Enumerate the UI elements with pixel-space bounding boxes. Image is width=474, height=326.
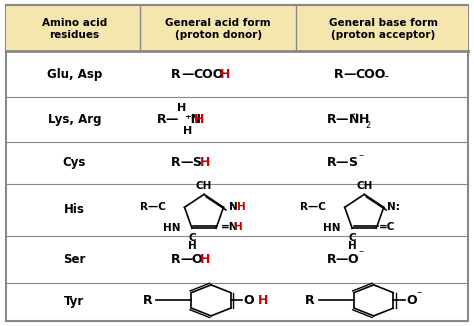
Text: R: R (327, 253, 336, 266)
Text: R: R (327, 113, 336, 126)
Text: Tyr: Tyr (64, 295, 84, 308)
Text: H: H (258, 294, 268, 307)
Text: S: S (348, 156, 357, 170)
Text: H: H (200, 253, 210, 266)
Text: ⁻: ⁻ (383, 74, 388, 84)
Text: ⁻: ⁻ (358, 249, 364, 259)
Text: C: C (188, 233, 196, 243)
Text: H: H (183, 126, 192, 136)
Text: ⁺: ⁺ (226, 203, 236, 212)
Text: HN: HN (323, 223, 340, 233)
Text: —: — (336, 113, 348, 126)
Text: H: H (188, 241, 196, 251)
Text: N̈: N̈ (349, 113, 359, 126)
Text: —: — (181, 253, 193, 266)
Text: General acid form
(proton donor): General acid form (proton donor) (165, 18, 271, 40)
Text: General base form
(proton acceptor): General base form (proton acceptor) (328, 18, 438, 40)
Text: =C: =C (379, 222, 395, 232)
Text: ⁻: ⁻ (358, 153, 364, 163)
Text: ⁺N: ⁺N (184, 113, 201, 126)
Text: R: R (171, 253, 181, 266)
Text: N: N (228, 202, 237, 212)
Text: H: H (194, 113, 204, 126)
Text: —: — (182, 67, 194, 81)
Text: CH: CH (196, 181, 212, 191)
Text: R: R (327, 156, 336, 170)
Text: S: S (192, 156, 201, 170)
Text: =N: =N (221, 222, 238, 232)
Text: Glu, Asp: Glu, Asp (47, 67, 102, 81)
Text: O: O (347, 253, 358, 266)
Text: R: R (171, 156, 181, 170)
Text: COO: COO (193, 67, 224, 81)
Text: COO: COO (355, 67, 385, 81)
Text: R—C: R—C (300, 202, 326, 212)
Text: Cys: Cys (63, 156, 86, 170)
Text: H: H (220, 67, 230, 81)
Text: —: — (166, 113, 178, 126)
Text: O: O (406, 294, 417, 307)
Text: H: H (348, 241, 356, 251)
Text: H: H (237, 202, 246, 212)
Text: CH: CH (356, 181, 373, 191)
Text: HN: HN (163, 223, 180, 233)
Text: His: His (64, 203, 85, 216)
Text: N:: N: (387, 202, 400, 212)
Text: R: R (305, 294, 315, 307)
Text: O: O (244, 294, 255, 307)
Text: C: C (348, 233, 356, 243)
Text: H: H (200, 156, 210, 170)
Text: H: H (177, 103, 186, 113)
Text: —: — (336, 253, 348, 266)
FancyBboxPatch shape (6, 5, 468, 321)
Text: R: R (171, 67, 181, 81)
Bar (6, 5, 468, 52)
Text: O: O (191, 253, 202, 266)
Text: Ser: Ser (63, 253, 86, 266)
Text: —: — (343, 67, 356, 81)
Text: H: H (234, 222, 243, 232)
Text: R: R (157, 113, 166, 126)
Text: R—C: R—C (140, 202, 166, 212)
Text: Amino acid
residues: Amino acid residues (42, 18, 107, 40)
Text: Lys, Arg: Lys, Arg (48, 113, 101, 126)
Text: —: — (181, 156, 193, 170)
Text: —: — (336, 156, 348, 170)
Text: R: R (143, 294, 152, 307)
Text: ⁻: ⁻ (416, 290, 421, 301)
Text: H: H (359, 113, 369, 126)
Text: R: R (334, 67, 343, 81)
Text: 2: 2 (366, 121, 371, 130)
